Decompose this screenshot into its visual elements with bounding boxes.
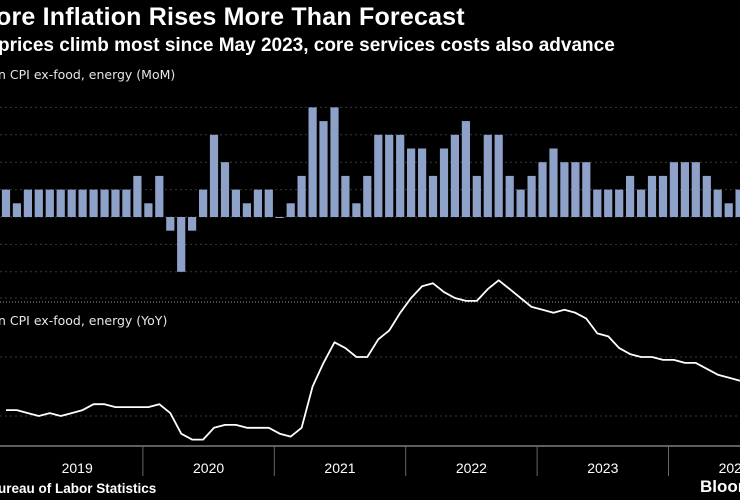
mom-bar [308, 107, 317, 217]
yoy-line [6, 279, 740, 441]
mom-bar [144, 203, 153, 217]
x-tick-label: 2020 [193, 460, 224, 476]
mom-bar [483, 134, 492, 217]
brand-logo-text: Bloom [700, 477, 740, 496]
mom-bar [637, 189, 646, 217]
mom-bar [341, 175, 350, 217]
mom-bar [735, 189, 740, 217]
mom-bar [428, 175, 438, 217]
mom-bar [396, 134, 405, 217]
mom-bar [78, 189, 87, 217]
mom-bar [319, 121, 328, 217]
mom-bar [253, 189, 262, 217]
mom-bar [199, 189, 208, 217]
mom-bar [527, 175, 536, 217]
mom-bar [604, 189, 613, 217]
mom-bar [188, 217, 197, 231]
mom-bar [12, 203, 21, 217]
mom-bar [330, 107, 339, 217]
mom-bar [23, 189, 32, 217]
mom-bar [111, 189, 120, 217]
mom-bar [34, 189, 43, 217]
x-tick-label: 2021 [324, 460, 355, 476]
mom-bar [45, 189, 54, 217]
mom-bar [647, 175, 657, 217]
mom-bar [286, 203, 295, 217]
x-tick-label: 2022 [456, 460, 487, 476]
mom-bar [242, 203, 251, 217]
x-tick-label: 2019 [62, 460, 93, 476]
mom-bar [494, 134, 503, 217]
mom-bar [626, 175, 635, 217]
mom-bar [275, 217, 284, 218]
mom-bar [461, 121, 470, 217]
mom-bar [231, 189, 240, 217]
mom-bar [122, 189, 131, 217]
mom-bar [363, 175, 372, 217]
mom-bar [67, 189, 76, 217]
mom-bar [549, 148, 558, 217]
mom-bar [472, 175, 481, 217]
mom-bar [713, 189, 722, 217]
mom-bar [450, 134, 459, 217]
mom-bar [133, 175, 142, 217]
yoy-panel-label: n CPI ex-food, energy (YoY) [0, 313, 168, 328]
mom-bar [724, 203, 733, 217]
chart-title: ore Inflation Rises More Than Forecast [0, 3, 465, 31]
source-note: ureau of Labor Statistics [0, 481, 157, 496]
mom-bar [505, 175, 514, 217]
mom-bar [264, 189, 273, 217]
mom-bar [1, 189, 11, 217]
mom-bar [615, 189, 624, 217]
mom-bar [155, 175, 164, 217]
mom-bar [209, 134, 219, 217]
mom-bar [516, 189, 525, 217]
mom-bar [669, 162, 678, 217]
mom-bar [691, 162, 700, 217]
mom-bar [177, 217, 186, 272]
mom-bar [297, 175, 306, 217]
x-tick-label: 2024 [719, 460, 740, 476]
mom-bar [593, 189, 602, 217]
mom-bar [352, 203, 361, 217]
mom-bar [571, 162, 580, 217]
mom-bar [658, 175, 668, 217]
mom-bar [220, 162, 230, 217]
mom-bar [560, 162, 569, 217]
mom-bar [439, 148, 449, 217]
mom-bar [56, 189, 65, 217]
mom-bar [407, 148, 416, 217]
mom-bar [374, 134, 383, 217]
mom-bar [385, 134, 394, 217]
mom-bar [582, 162, 591, 217]
mom-bar [418, 148, 427, 217]
mom-bar [100, 189, 109, 217]
mom-bar [166, 217, 175, 231]
mom-bar [702, 175, 711, 217]
mom-bar [89, 189, 98, 217]
mom-bar [538, 162, 547, 217]
chart-subtitle: prices climb most since May 2023, core s… [0, 35, 615, 56]
mom-panel-label: n CPI ex-food, energy (MoM) [0, 67, 176, 82]
x-tick-label: 2023 [587, 460, 618, 476]
mom-bar [680, 162, 689, 217]
